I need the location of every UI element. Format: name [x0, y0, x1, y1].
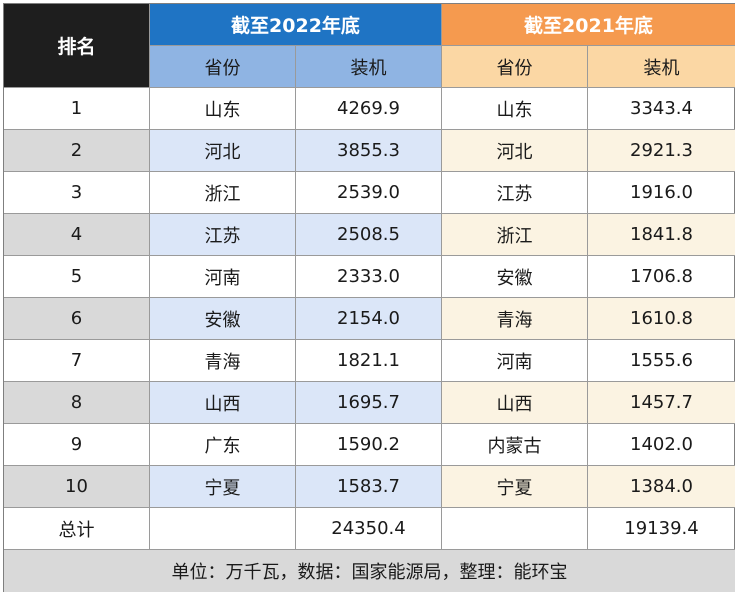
capacity-2021-cell: 1706.8	[588, 256, 735, 298]
capacity-2022-cell: 4269.9	[296, 88, 442, 130]
rank-cell: 5	[4, 256, 150, 298]
capacity-2021-cell: 1841.8	[588, 214, 735, 256]
capacity-2022-cell: 2539.0	[296, 172, 442, 214]
capacity-2022-cell: 2508.5	[296, 214, 442, 256]
rank-header: 排名	[4, 4, 150, 88]
capacity-header-2022: 装机	[296, 46, 442, 88]
capacity-2021-cell: 3343.4	[588, 88, 735, 130]
capacity-2021-cell: 2921.3	[588, 130, 735, 172]
province-2021-cell: 河北	[442, 130, 588, 172]
rank-cell: 8	[4, 382, 150, 424]
province-2022-cell: 山东	[150, 88, 296, 130]
capacity-2022-cell: 3855.3	[296, 130, 442, 172]
capacity-2021-cell: 1555.6	[588, 340, 735, 382]
rank-cell: 3	[4, 172, 150, 214]
province-header-2022: 省份	[150, 46, 296, 88]
capacity-2022-cell: 1590.2	[296, 424, 442, 466]
province-2021-cell: 青海	[442, 298, 588, 340]
province-2022-cell: 山西	[150, 382, 296, 424]
capacity-header-2021: 装机	[588, 46, 735, 88]
capacity-2022-cell: 1583.7	[296, 466, 442, 508]
province-2022-cell: 广东	[150, 424, 296, 466]
capacity-2022-cell: 1821.1	[296, 340, 442, 382]
province-2021-cell: 山西	[442, 382, 588, 424]
province-2021-cell: 山东	[442, 88, 588, 130]
capacity-2021-cell: 1457.7	[588, 382, 735, 424]
capacity-2021-cell: 1402.0	[588, 424, 735, 466]
province-2022-cell: 青海	[150, 340, 296, 382]
total-label: 总计	[4, 508, 150, 550]
header-2022: 截至2022年底	[150, 4, 442, 46]
province-2022-cell: 宁夏	[150, 466, 296, 508]
rank-cell: 1	[4, 88, 150, 130]
capacity-2021-cell: 1610.8	[588, 298, 735, 340]
source-footer: 单位：万千瓦，数据：国家能源局，整理：能环宝	[4, 550, 735, 592]
rank-cell: 9	[4, 424, 150, 466]
capacity-2022-cell: 2154.0	[296, 298, 442, 340]
rank-cell: 7	[4, 340, 150, 382]
province-2022-cell: 浙江	[150, 172, 296, 214]
province-2021-cell: 浙江	[442, 214, 588, 256]
rank-cell: 6	[4, 298, 150, 340]
province-2021-cell: 江苏	[442, 172, 588, 214]
total-capacity-2021: 19139.4	[588, 508, 735, 550]
total-capacity-2022: 24350.4	[296, 508, 442, 550]
header-2021: 截至2021年底	[442, 4, 735, 46]
rank-cell: 10	[4, 466, 150, 508]
province-2022-cell: 河南	[150, 256, 296, 298]
province-header-2021: 省份	[442, 46, 588, 88]
capacity-2021-cell: 1916.0	[588, 172, 735, 214]
total-empty-2022	[150, 508, 296, 550]
capacity-2022-cell: 2333.0	[296, 256, 442, 298]
province-2021-cell: 宁夏	[442, 466, 588, 508]
province-2021-cell: 内蒙古	[442, 424, 588, 466]
capacity-2022-cell: 1695.7	[296, 382, 442, 424]
total-empty-2021	[442, 508, 588, 550]
rank-cell: 2	[4, 130, 150, 172]
province-2022-cell: 江苏	[150, 214, 296, 256]
province-2022-cell: 河北	[150, 130, 296, 172]
province-2022-cell: 安徽	[150, 298, 296, 340]
province-2021-cell: 安徽	[442, 256, 588, 298]
province-2021-cell: 河南	[442, 340, 588, 382]
rank-cell: 4	[4, 214, 150, 256]
capacity-ranking-table: 排名 截至2022年底 截至2021年底 省份 装机 省份 装机 1 山东 4269…	[3, 3, 735, 592]
capacity-2021-cell: 1384.0	[588, 466, 735, 508]
